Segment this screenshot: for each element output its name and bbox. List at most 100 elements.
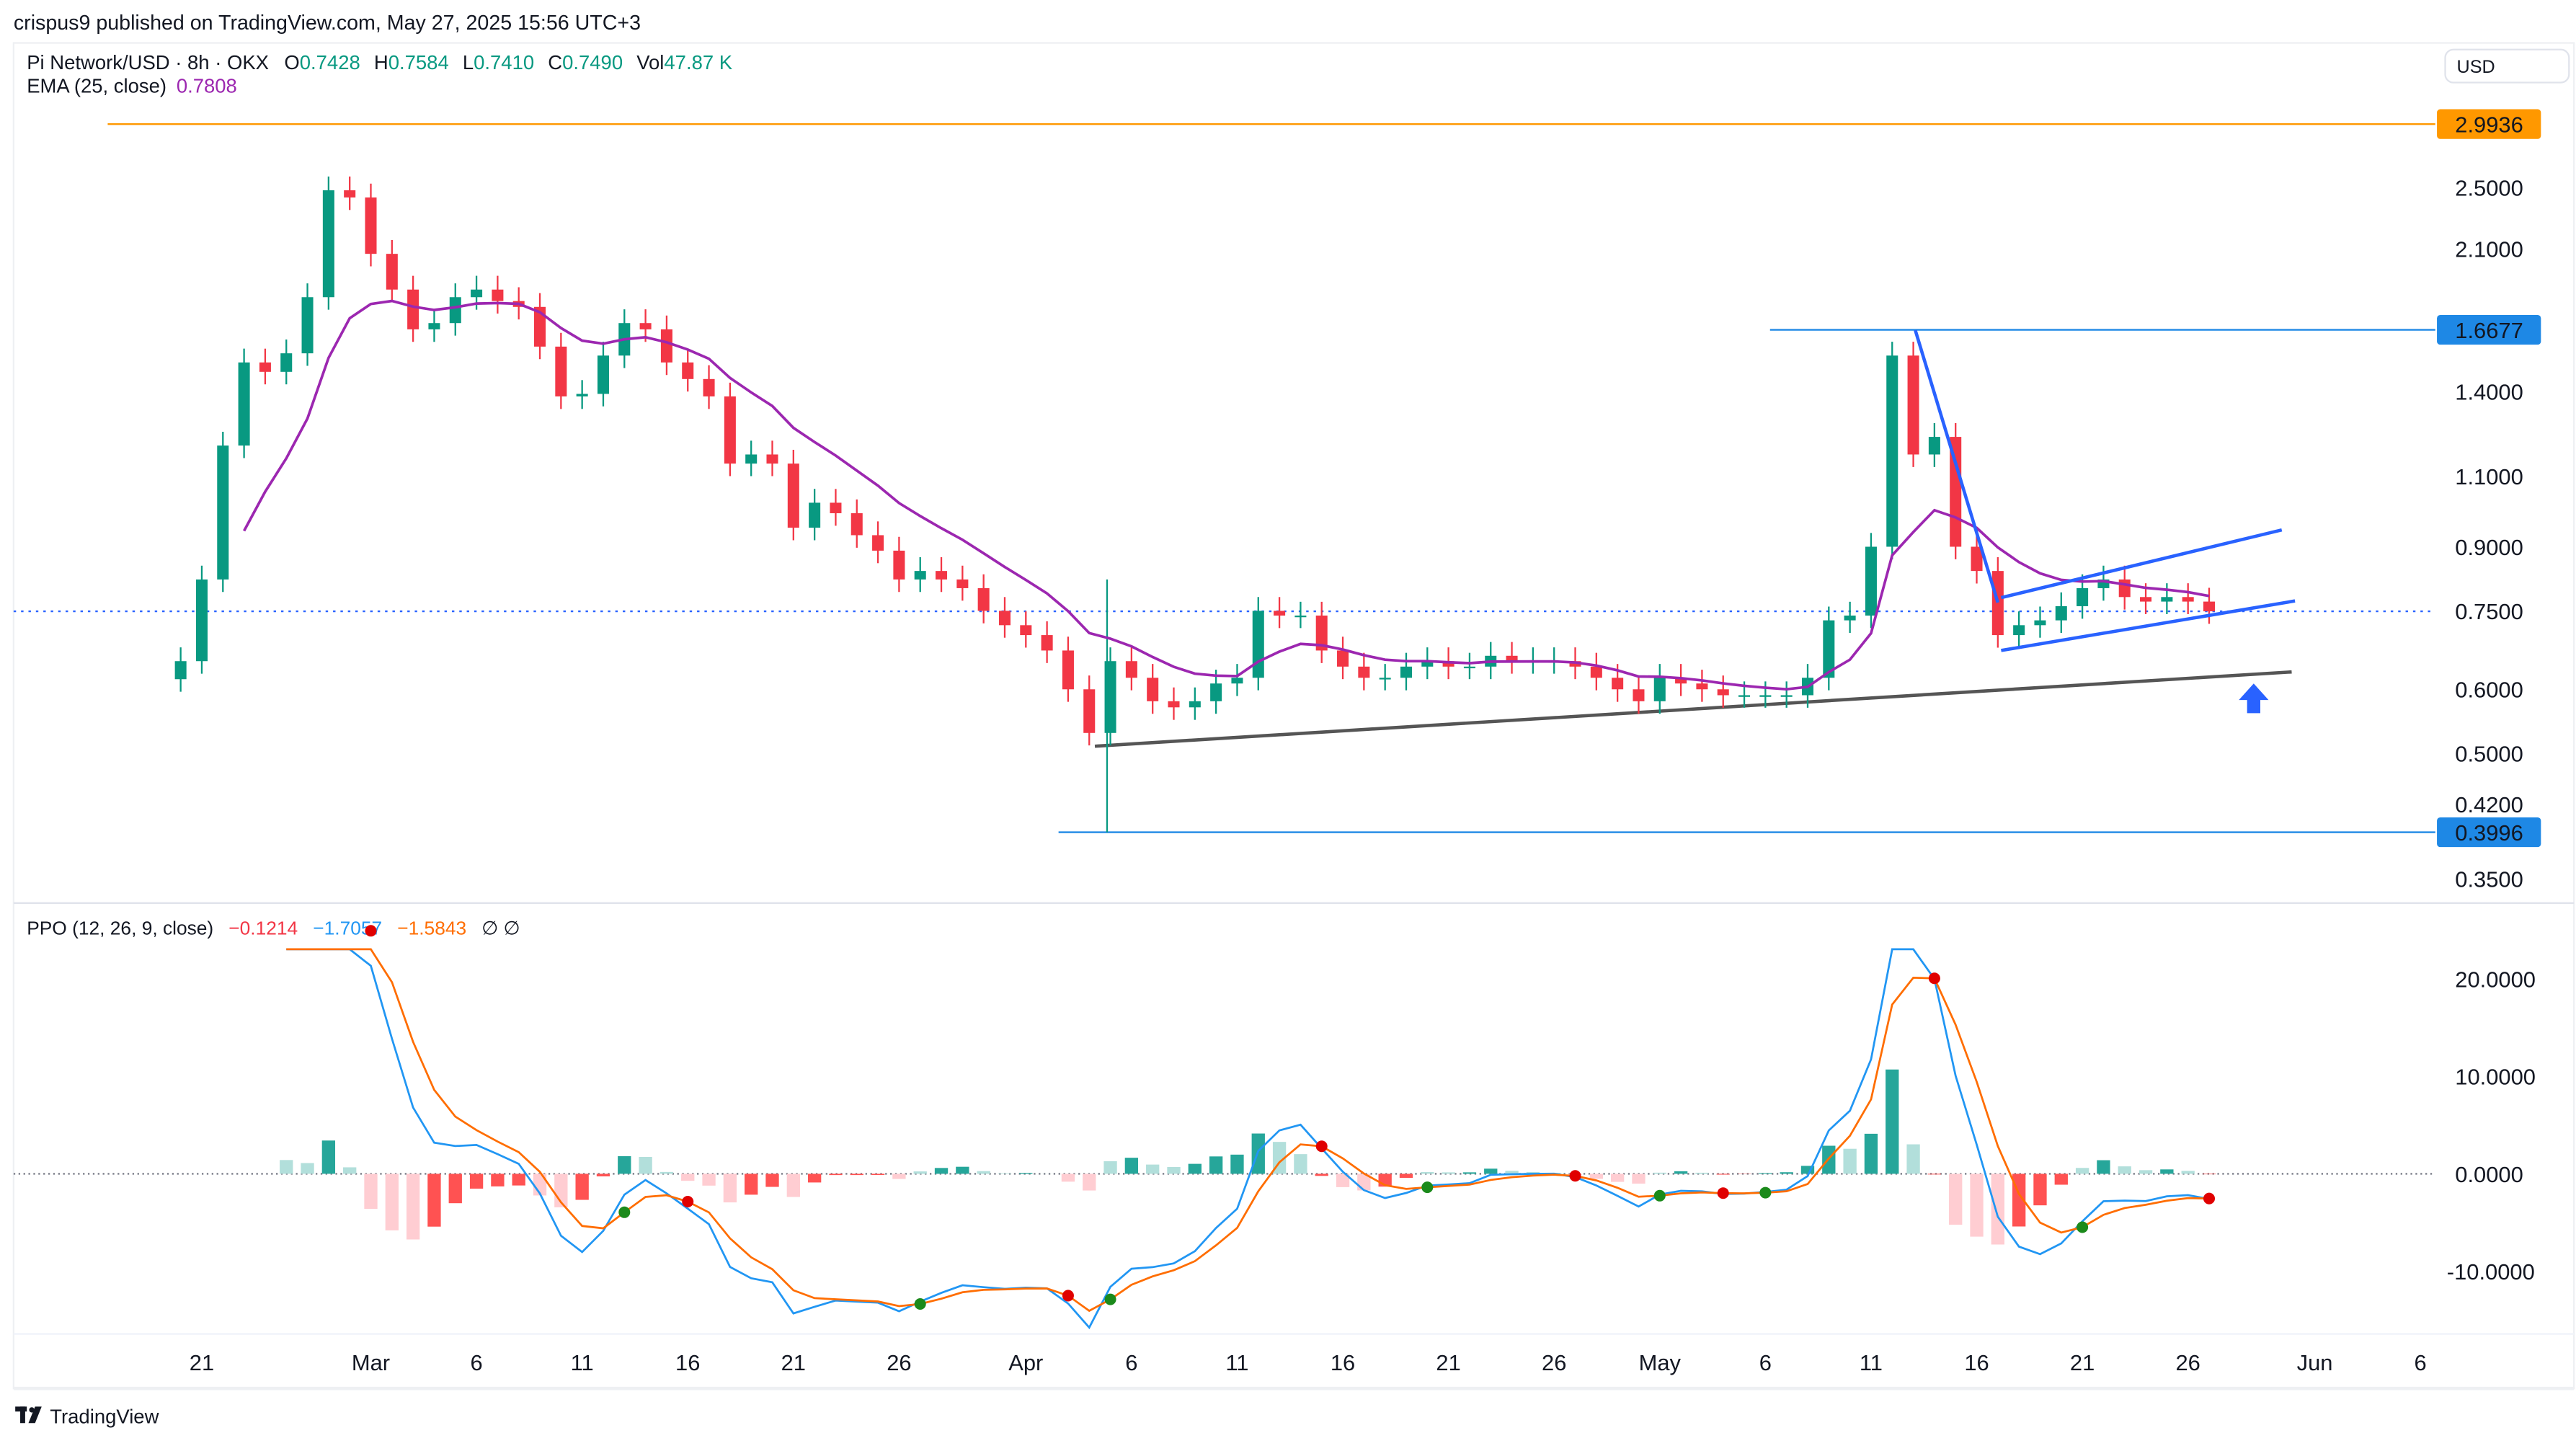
ppo-histogram-bar <box>2160 1169 2174 1174</box>
ppo-histogram-bar <box>1103 1161 1117 1174</box>
candle-body <box>174 661 187 680</box>
candle <box>724 382 736 476</box>
candle-body <box>1168 701 1180 708</box>
candle-body <box>2034 620 2046 626</box>
candle-body <box>1865 546 1877 616</box>
candle-body <box>428 323 440 329</box>
tradingview-logo-text: TradingView <box>50 1405 159 1427</box>
time-axis[interactable]: 21 Mar 6 11 16 21 26 Apr 6 11 16 21 26 May 6 11 16 21 26 Ju… <box>190 1350 2427 1375</box>
ppo-histogram-bar <box>1695 1172 1709 1174</box>
time-tick-label: 16 <box>675 1350 700 1375</box>
ppo-histogram-bar <box>2054 1174 2068 1185</box>
candle <box>1210 670 1222 714</box>
ema-legend[interactable]: EMA (25, close) 0.7808 <box>27 74 237 97</box>
price-axis[interactable]: 2.5000 2.1000 1.4000 1.1000 0.9000 0.7500 0.60… <box>2437 109 2541 892</box>
time-tick-label: 16 <box>1331 1350 1355 1375</box>
candle-body <box>1823 620 1835 678</box>
price-label-badge <box>2437 314 2541 345</box>
candle-body <box>1590 666 1602 678</box>
ppo-histogram-bar <box>2033 1174 2047 1206</box>
candle <box>2055 592 2067 633</box>
time-tick-label: 21 <box>190 1350 214 1375</box>
candle-body <box>1569 661 1581 667</box>
ppo-histogram-bar <box>1484 1168 1498 1174</box>
ppo-histogram-bar <box>2097 1160 2110 1174</box>
candle-body <box>703 378 715 396</box>
candle-body <box>238 362 250 446</box>
candle-body <box>1125 661 1137 678</box>
candle-body <box>977 587 990 611</box>
candle-body <box>2182 597 2194 602</box>
ppo-histogram-bar <box>956 1166 969 1174</box>
candle <box>872 521 884 564</box>
candle-body <box>724 396 736 464</box>
currency-button[interactable]: USD <box>2444 48 2570 84</box>
bullish-cross-dot <box>1759 1186 1772 1199</box>
channel-upper-line[interactable] <box>2000 528 2283 600</box>
candle <box>660 315 672 376</box>
ppo-histogram-bar <box>385 1174 399 1230</box>
ppo-histogram-bar <box>1061 1174 1075 1182</box>
ppo-histogram-bar <box>681 1174 695 1181</box>
candle <box>322 176 334 310</box>
candle <box>174 647 187 692</box>
candle-body <box>365 197 377 254</box>
candle-body <box>766 454 778 464</box>
price-pane[interactable] <box>13 123 2435 833</box>
time-tick-label: 6 <box>1759 1350 1772 1375</box>
symbol-legend: Pi Network/USD · 8h · OKX O0.7428 H0.758… <box>27 51 733 74</box>
ppo-histogram-bar <box>977 1171 990 1174</box>
ppo-axis[interactable]: 20.0000 10.0000 0.0000 -10.0000 <box>2447 967 2536 1285</box>
ppo-histogram-bar <box>280 1160 293 1174</box>
candle-body <box>1717 689 1729 696</box>
candle <box>1886 342 1898 559</box>
candle <box>1315 601 1328 663</box>
close-value: 0.7490 <box>562 51 623 74</box>
candle <box>682 348 694 392</box>
ppo-na-icons: ∅ ∅ <box>481 917 520 939</box>
candle <box>703 365 715 409</box>
candle <box>850 499 863 548</box>
candle <box>1823 606 1835 691</box>
ppo-histogram-bar <box>2118 1166 2131 1174</box>
candle-body <box>914 571 926 580</box>
candle-body <box>555 346 567 396</box>
candle <box>1231 664 1243 696</box>
low-value: 0.7410 <box>474 51 534 74</box>
candle-body <box>936 571 948 580</box>
candle-body <box>1210 683 1222 701</box>
ppo-histogram-bar <box>1780 1172 1793 1174</box>
candle-body <box>2013 625 2025 636</box>
candle-body <box>1041 635 1053 651</box>
candle-body <box>745 454 758 464</box>
candle-body <box>2055 605 2067 621</box>
ppo-histogram-bar <box>1864 1133 1878 1174</box>
candle <box>1633 675 1645 714</box>
candle-body <box>1442 661 1454 667</box>
support-trendline[interactable] <box>1094 670 2292 748</box>
ppo-histogram-bar <box>1315 1174 1328 1176</box>
candle <box>1189 687 1201 720</box>
bullish-cross-dot <box>1653 1189 1666 1202</box>
candle <box>1125 647 1137 691</box>
open-value: 0.7428 <box>300 51 360 74</box>
ppo-pane[interactable] <box>13 925 2435 1330</box>
ppo-histogram-bar <box>1886 1069 1899 1174</box>
volume-value: 47.87 K <box>664 51 732 74</box>
candle-body <box>1780 695 1793 697</box>
ppo-tick-label: -10.0000 <box>2447 1259 2535 1285</box>
candle <box>1463 652 1475 680</box>
candle <box>809 489 821 541</box>
price-tick-label: 0.4200 <box>2455 792 2523 817</box>
ppo-histogram-bar <box>1421 1171 1434 1174</box>
channel-lower-line[interactable] <box>2001 599 2296 652</box>
ppo-histogram-bar <box>1589 1174 1603 1179</box>
arrow-up-icon[interactable] <box>2239 683 2269 714</box>
drop-trendline[interactable] <box>1914 329 2000 603</box>
ppo-histogram-bar <box>1610 1174 1625 1182</box>
ppo-histogram-bar <box>2138 1170 2153 1174</box>
candle <box>1696 670 1708 702</box>
candle <box>1653 664 1666 714</box>
ppo-histogram-bar <box>512 1174 525 1186</box>
ppo-legend[interactable]: PPO (12, 26, 9, close) −0.1214 −1.7057 −… <box>27 917 520 939</box>
